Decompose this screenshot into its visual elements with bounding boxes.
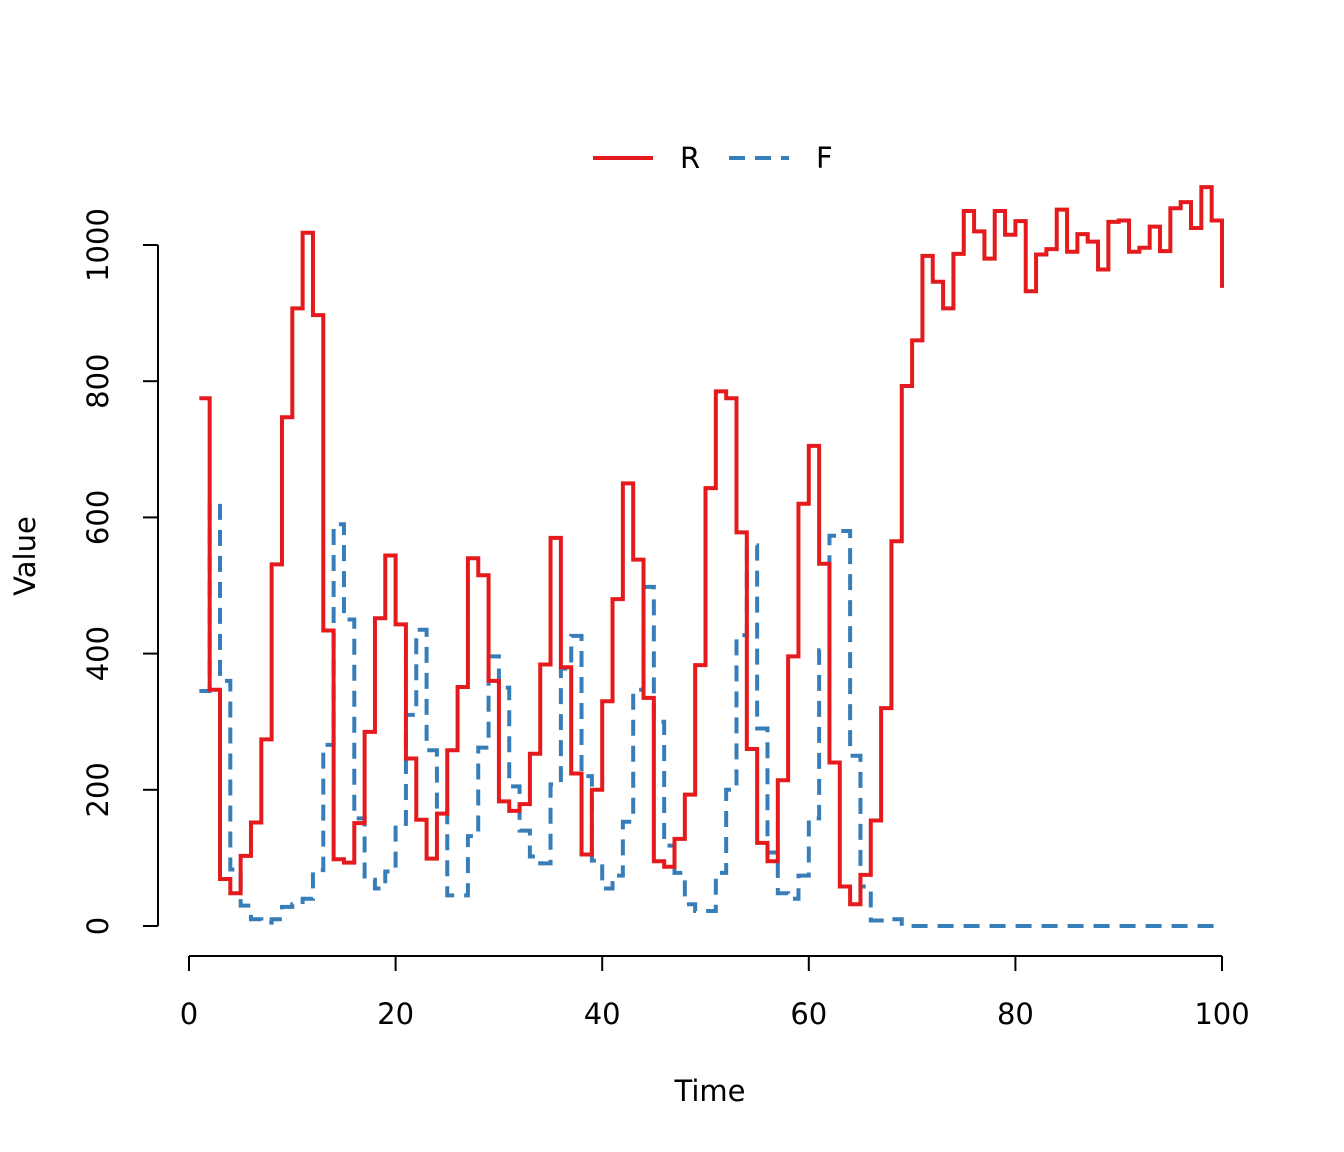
series-line-r: [199, 185, 1224, 907]
y-tick-label: 0: [81, 917, 115, 935]
x-tick-label: 100: [1194, 997, 1249, 1031]
x-tick-label: 20: [377, 997, 414, 1031]
plot-area: [199, 185, 1224, 928]
legend-label-f: F: [816, 141, 833, 175]
series-line-f: [199, 501, 1222, 928]
x-tick-label: 40: [584, 997, 621, 1031]
x-axis-title: Time: [674, 1074, 746, 1108]
y-tick-label: 200: [81, 762, 115, 817]
y-tick-label: 1000: [81, 208, 115, 282]
x-tick-label: 0: [180, 997, 198, 1031]
x-tick-label: 60: [790, 997, 827, 1031]
x-tick-label: 80: [997, 997, 1034, 1031]
x-axis-ticks: 0 20 40 60 80 100: [180, 956, 1250, 1031]
legend-label-r: R: [680, 141, 700, 175]
y-tick-label: 600: [81, 490, 115, 545]
y-tick-label: 800: [81, 354, 115, 409]
y-tick-label: 400: [81, 626, 115, 681]
y-axis-title: Value: [8, 516, 42, 596]
y-axis-ticks: 0 200 400 600 800 1000: [81, 208, 158, 935]
